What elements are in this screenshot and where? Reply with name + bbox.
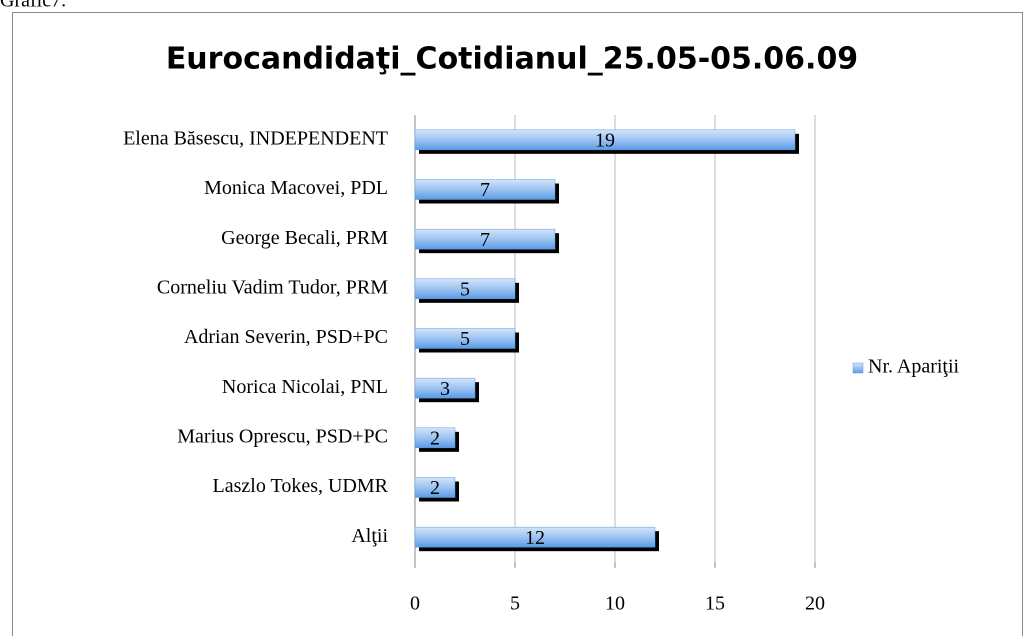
y-tick-label: Monica Macovei, PDL [204,177,388,199]
y-tick-label: Corneliu Vadim Tudor, PRM [157,276,388,298]
x-tick-label: 5 [510,593,520,615]
y-tick-label: George Becali, PRM [221,227,388,249]
data-label: 7 [480,179,490,201]
y-tick-label: Norica Nicolai, PNL [222,376,388,398]
data-label: 5 [460,328,470,350]
legend-label: Nr. Apariţii [868,356,960,378]
chart-border [12,12,1023,636]
data-label: 2 [430,427,440,449]
data-label: 12 [525,527,545,549]
x-tick-label: 0 [410,593,420,615]
bar [414,328,516,349]
x-tick-label: 15 [705,593,725,615]
bar [414,129,796,151]
y-tick-label: Alţii [351,525,388,547]
data-label: 3 [440,378,450,400]
bar [414,477,456,498]
bar [414,377,476,399]
bar [414,228,556,250]
x-tick-label: 10 [605,593,625,615]
data-label: 19 [595,129,615,151]
y-tick-label: Elena Băsescu, INDEPENDENT [123,127,388,149]
legend-swatch [852,362,864,374]
data-label: 7 [480,229,490,251]
y-tick-label: Laszlo Tokes, UDMR [213,475,389,497]
x-tick-label: 20 [805,593,825,615]
caption: Grafic7. [0,0,66,12]
y-tick-label: Marius Oprescu, PSD+PC [177,425,388,447]
bar [414,179,556,200]
y-tick-label: Adrian Severin, PSD+PC [184,326,388,348]
data-label: 2 [430,477,440,499]
bar [414,427,456,449]
data-label: 5 [460,278,470,300]
bar [414,278,516,300]
bar [414,526,656,548]
chart-title: Eurocandidaţi_Cotidianul_25.05-05.06.09 [166,42,858,77]
